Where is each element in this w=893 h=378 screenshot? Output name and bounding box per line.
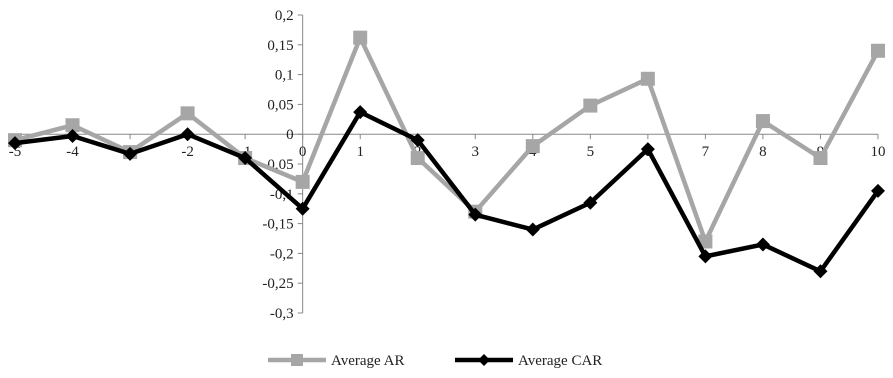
y-tick-label: 0,2 bbox=[275, 8, 294, 24]
data-point-square bbox=[871, 43, 885, 58]
legend-entry: Average CAR bbox=[455, 353, 602, 369]
x-tick-label: 8 bbox=[759, 144, 767, 160]
data-point-square bbox=[295, 174, 310, 189]
legend-entry: Average AR bbox=[268, 353, 404, 369]
data-point-square bbox=[813, 151, 828, 166]
y-tick-label: 0,05 bbox=[267, 97, 293, 113]
data-point-square bbox=[65, 118, 80, 133]
x-tick-label: 1 bbox=[356, 144, 364, 160]
data-point-diamond bbox=[871, 183, 885, 198]
data-point-diamond bbox=[640, 142, 655, 157]
data-point-diamond bbox=[583, 195, 598, 210]
data-point-square bbox=[640, 71, 655, 86]
y-tick-label: 0,15 bbox=[267, 38, 293, 54]
data-point-square bbox=[353, 30, 368, 45]
data-point-square bbox=[698, 234, 713, 249]
x-tick-label: -2 bbox=[181, 144, 194, 160]
data-point-diamond bbox=[65, 128, 80, 143]
data-point-diamond bbox=[123, 146, 138, 161]
data-point-diamond bbox=[698, 249, 713, 264]
data-point-square bbox=[180, 106, 195, 121]
legend-label: Average CAR bbox=[518, 353, 602, 369]
series-line bbox=[14, 35, 880, 244]
data-point-diamond bbox=[180, 127, 195, 142]
data-point-square bbox=[755, 114, 770, 129]
x-tick-label: 3 bbox=[472, 144, 480, 160]
legend-marker-diamond bbox=[478, 354, 490, 366]
y-tick-label: -0,2 bbox=[270, 246, 294, 262]
x-tick-label: 10 bbox=[871, 144, 886, 160]
data-point-diamond bbox=[8, 136, 22, 151]
data-point-diamond bbox=[468, 207, 483, 222]
x-tick-label: 7 bbox=[702, 144, 710, 160]
data-point-diamond bbox=[410, 133, 425, 148]
legend: Average AR Average CAR bbox=[268, 353, 602, 369]
series-average-car bbox=[8, 105, 885, 279]
x-tick-label: -4 bbox=[66, 144, 79, 160]
y-tick-label: 0,1 bbox=[275, 68, 294, 84]
y-tick-label: -0,15 bbox=[262, 217, 293, 233]
data-point-diamond bbox=[755, 237, 770, 252]
data-point-diamond bbox=[353, 105, 368, 120]
data-point-square bbox=[583, 98, 598, 113]
data-point-diamond bbox=[813, 264, 828, 279]
series-group bbox=[8, 30, 885, 279]
series-line bbox=[14, 109, 880, 274]
data-point-diamond bbox=[295, 201, 310, 216]
data-point-diamond bbox=[525, 222, 540, 237]
data-point-square bbox=[525, 139, 540, 154]
legend-marker-square bbox=[291, 354, 303, 366]
data-point-square bbox=[410, 151, 425, 166]
chart-axes bbox=[14, 14, 879, 314]
y-tick-label: 0 bbox=[286, 127, 294, 143]
legend-label: Average AR bbox=[331, 353, 404, 369]
y-tick-label: -0,25 bbox=[262, 276, 293, 292]
x-tick-label: 5 bbox=[587, 144, 595, 160]
series-average-ar bbox=[8, 30, 885, 249]
y-tick-label: -0,1 bbox=[270, 187, 294, 203]
data-point-diamond bbox=[238, 151, 253, 166]
y-tick-labels: 0,20,150,10,050-0,05-0,1-0,15-0,2-0,25-0… bbox=[262, 8, 293, 322]
y-tick-label: -0,3 bbox=[270, 306, 294, 322]
x-tick-label: 0 bbox=[299, 144, 307, 160]
x-tick-label: -5 bbox=[9, 144, 22, 160]
